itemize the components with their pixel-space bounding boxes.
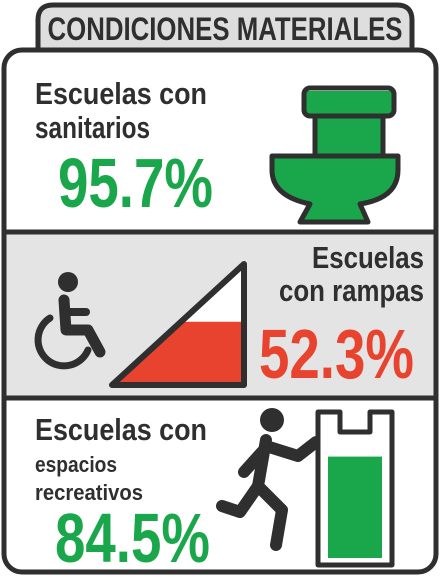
wheelchair-icon xyxy=(34,272,106,370)
title-tab xyxy=(35,2,415,52)
section-text: Escuelas con xyxy=(35,76,207,111)
title: CONDICIONES MATERIALES xyxy=(48,11,403,47)
section-text: sanitarios xyxy=(35,110,150,145)
runner-icon xyxy=(216,408,322,551)
section-text: recreativos xyxy=(35,480,143,505)
toilet-fill xyxy=(272,91,398,222)
toilet-icon xyxy=(269,85,401,225)
play-meter xyxy=(315,409,395,568)
percent: 52.3% xyxy=(259,315,414,393)
percent: 84.5% xyxy=(55,499,210,577)
meter-fill xyxy=(328,456,382,558)
ramp-fill xyxy=(112,321,244,385)
percent: 95.7% xyxy=(58,144,213,222)
ramp-icon xyxy=(109,261,247,388)
section-text: Escuelas con xyxy=(35,412,207,447)
section-text: Escuelas xyxy=(312,240,424,275)
section-text: espacios xyxy=(35,452,117,477)
section-text: con rampas xyxy=(279,273,424,308)
